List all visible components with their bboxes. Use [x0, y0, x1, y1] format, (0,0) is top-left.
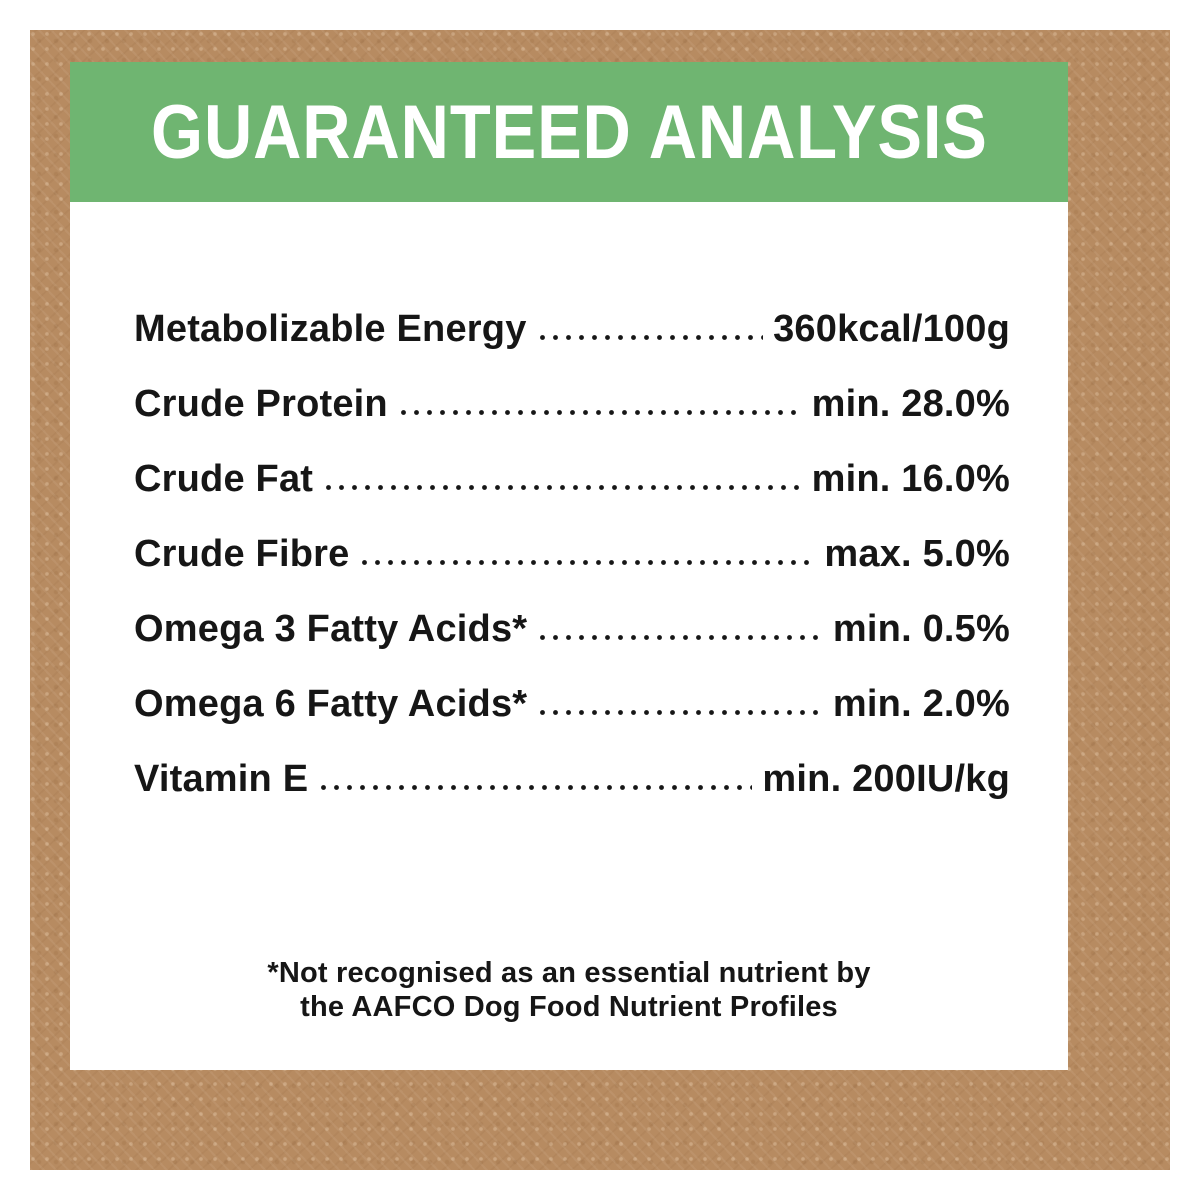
table-row: Crude Fibre max. 5.0% [134, 533, 1010, 577]
nutrient-label: Crude Fat [134, 458, 314, 500]
nutrient-value: 360kcal/100g [773, 308, 1010, 350]
dot-leader [358, 557, 815, 566]
table-row: Vitamin E min. 200IU/kg [134, 758, 1010, 802]
nutrient-value: min. 16.0% [811, 458, 1010, 500]
nutrient-label: Crude Fibre [134, 533, 350, 575]
nutrient-value: min. 200IU/kg [762, 758, 1010, 800]
dot-leader [536, 632, 823, 641]
dot-leader [536, 707, 823, 716]
nutrient-value: min. 28.0% [811, 383, 1010, 425]
panel-title: GUARANTEED ANALYSIS [150, 89, 988, 175]
dot-leader [322, 482, 802, 491]
table-row: Crude Fat min. 16.0% [134, 458, 1010, 502]
header-band: GUARANTEED ANALYSIS [70, 62, 1068, 202]
dot-leader [396, 407, 802, 416]
table-row: Omega 6 Fatty Acids* min. 2.0% [134, 683, 1010, 727]
nutrient-label: Omega 6 Fatty Acids* [134, 683, 528, 725]
footnote-line-1: *Not recognised as an essential nutrient… [267, 957, 871, 989]
nutrient-table: Metabolizable Energy 360kcal/100g Crude … [134, 308, 1010, 802]
nutrient-label: Vitamin E [134, 758, 309, 800]
dot-leader [535, 332, 764, 341]
dot-leader [317, 782, 753, 791]
nutrient-label: Omega 3 Fatty Acids* [134, 608, 528, 650]
nutrient-value: min. 2.0% [832, 683, 1010, 725]
table-row: Crude Protein min. 28.0% [134, 383, 1010, 427]
table-row: Metabolizable Energy 360kcal/100g [134, 308, 1010, 352]
nutrient-value: min. 0.5% [832, 608, 1010, 650]
aafco-footnote: *Not recognised as an essential nutrient… [70, 956, 1068, 1024]
nutrient-label: Metabolizable Energy [134, 308, 527, 350]
nutrient-value: max. 5.0% [824, 533, 1010, 575]
footnote-line-2: the AAFCO Dog Food Nutrient Profiles [300, 991, 838, 1024]
nutrient-label: Crude Protein [134, 383, 388, 425]
table-row: Omega 3 Fatty Acids* min. 0.5% [134, 608, 1010, 652]
analysis-panel: GUARANTEED ANALYSIS Metabolizable Energy… [70, 62, 1068, 1070]
